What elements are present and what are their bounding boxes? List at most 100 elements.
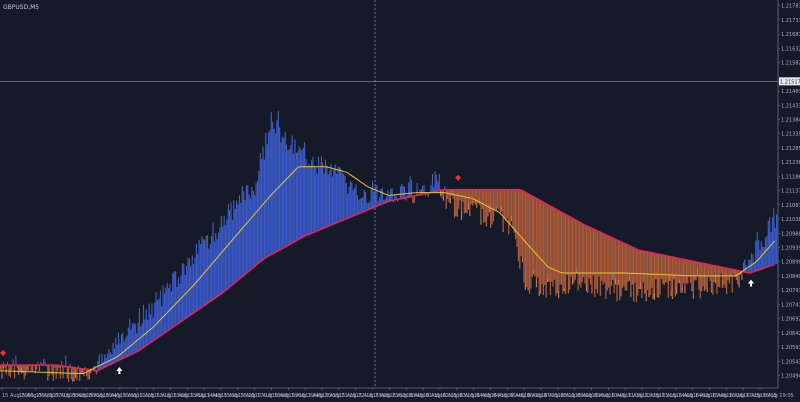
symbol-label: GBPUSD,M5 <box>3 4 39 11</box>
histogram-bar <box>378 197 381 206</box>
histogram-bar <box>738 270 740 288</box>
histogram-bar <box>79 368 81 382</box>
histogram-bar <box>376 184 378 207</box>
histogram-bar <box>134 323 136 353</box>
price-tick-label: 1.20642 <box>781 331 800 337</box>
histogram-bar <box>172 273 174 328</box>
histogram-bar <box>631 246 633 285</box>
histogram-bar <box>533 196 535 275</box>
histogram-bar <box>165 290 167 333</box>
time-tick-label: 16 Aug 09:55 <box>575 393 609 399</box>
time-tick-label: 16 Aug 18:15 <box>743 393 777 399</box>
histogram-bar <box>23 365 25 380</box>
histogram-bar <box>30 365 32 371</box>
histogram-bar <box>126 335 128 357</box>
histogram-bar <box>265 132 267 258</box>
histogram-bar <box>453 189 456 218</box>
histogram-bar <box>553 208 556 280</box>
histogram-bar <box>764 238 767 268</box>
histogram-bar <box>192 266 195 314</box>
histogram-bar <box>87 369 89 380</box>
histogram-bar <box>319 167 321 230</box>
histogram-bar <box>399 192 402 199</box>
time-tick-label: 15 Aug 12:15 <box>137 393 171 399</box>
price-tick-label: 1.21384 <box>781 118 800 124</box>
histogram-bar <box>123 341 125 359</box>
histogram-bar <box>613 238 615 294</box>
histogram-bar <box>737 270 739 285</box>
histogram-bar <box>317 156 320 231</box>
histogram-bar <box>663 255 665 285</box>
histogram-bar <box>327 174 329 227</box>
histogram-bar <box>716 266 718 294</box>
histogram-bar <box>599 231 601 296</box>
histogram-bar <box>587 226 589 293</box>
histogram-bar <box>277 117 279 251</box>
histogram-bar <box>349 182 352 218</box>
histogram-bar <box>434 176 436 192</box>
histogram-bar <box>373 191 375 208</box>
histogram-bar <box>333 169 335 225</box>
time-tick-label: 15 Aug 23:55 <box>373 393 407 399</box>
histogram-bar <box>370 189 372 209</box>
histogram-bar <box>526 192 528 288</box>
histogram-bar <box>335 173 338 224</box>
histogram-bar <box>255 187 257 266</box>
histogram-bar <box>726 268 728 294</box>
histogram-bar <box>166 283 168 332</box>
histogram-bar <box>353 188 356 216</box>
histogram-bar <box>281 136 284 249</box>
histogram-bar <box>626 244 628 291</box>
histogram-bar <box>576 220 578 274</box>
histogram-bar <box>242 191 245 276</box>
histogram-bar <box>130 329 132 355</box>
histogram-bar <box>546 204 549 282</box>
histogram-bar <box>612 237 614 280</box>
histogram-bar <box>149 314 152 343</box>
histogram-bar <box>619 240 621 300</box>
histogram-bar <box>476 189 478 208</box>
histogram-bar <box>385 196 388 203</box>
histogram-bar <box>377 201 379 206</box>
histogram-bar <box>592 228 595 276</box>
histogram-bar <box>581 223 583 283</box>
histogram-bar <box>634 248 636 283</box>
histogram-bar <box>731 269 733 293</box>
histogram-bar <box>628 245 631 281</box>
histogram-bar <box>263 159 266 259</box>
trailing-stop-line <box>0 188 775 372</box>
histogram-bar <box>502 189 504 233</box>
histogram-bar <box>195 243 197 312</box>
histogram-bar <box>58 365 60 368</box>
grid-layer <box>0 0 778 388</box>
time-tick-label: 15 Aug 13:05 <box>154 393 188 399</box>
histogram-bar <box>720 267 722 274</box>
time-tick-label: 16 Aug 13:15 <box>642 393 676 399</box>
histogram-bar <box>644 251 646 294</box>
current-price-label: 1.21517 <box>780 79 800 85</box>
histogram-bar <box>699 262 701 299</box>
time-tick-label: 15 Aug 20:35 <box>305 393 339 399</box>
histogram-bar <box>664 255 667 282</box>
histogram-bar <box>59 365 61 379</box>
histogram-bar <box>766 236 768 268</box>
histogram-bar <box>558 210 560 299</box>
histogram-bar <box>374 184 377 207</box>
histogram-bar <box>244 202 246 275</box>
histogram-bar <box>721 267 724 288</box>
histogram-bar <box>288 149 290 245</box>
time-tick-label: 15 Aug 16:25 <box>221 393 255 399</box>
histogram-bar <box>427 193 429 197</box>
price-tick-label: 1.21137 <box>781 189 800 195</box>
histogram-bar <box>485 189 488 227</box>
histogram-bar <box>670 256 672 297</box>
time-tick-label: 15 Aug 14:45 <box>187 393 221 399</box>
histogram-bar <box>283 137 285 248</box>
histogram-bar <box>61 361 63 366</box>
price-tick-label: 1.21731 <box>781 18 800 24</box>
histogram-bar <box>292 153 295 243</box>
time-tick-label: 16 Aug 00:45 <box>389 393 423 399</box>
histogram-bar <box>416 185 418 196</box>
